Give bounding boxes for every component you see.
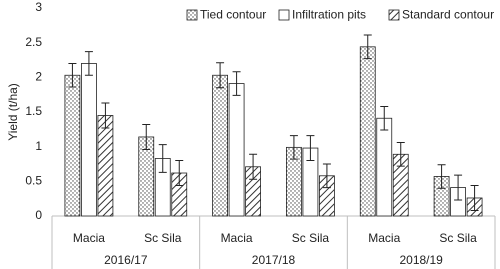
legend-swatch: [186, 9, 198, 21]
y-tick-label: 2: [35, 70, 42, 84]
error-bar: [68, 62, 77, 88]
y-tick-label: 0.5: [25, 174, 42, 188]
error-bar: [380, 105, 389, 131]
x-tick-label: Sc Sila: [439, 231, 477, 245]
bar: [81, 63, 97, 217]
error-bar: [289, 135, 298, 160]
error-bar: [101, 102, 110, 129]
error-bar: [454, 174, 463, 201]
y-tick-label: 2.5: [25, 35, 42, 49]
bar: [64, 74, 81, 217]
group-label: 2016/17: [104, 253, 148, 267]
bar: [97, 115, 114, 217]
error-bar: [175, 160, 184, 186]
error-bar: [232, 71, 241, 96]
error-bar: [84, 51, 93, 76]
legend-label: Tied contour: [200, 8, 266, 22]
x-tick-label: Macia: [368, 231, 400, 245]
bar: [376, 117, 393, 217]
legend-label: Infiltration pits: [292, 8, 366, 22]
y-tick-label: 3: [35, 0, 42, 14]
error-bar: [437, 164, 446, 189]
x-tick-label: Sc Sila: [144, 231, 182, 245]
x-tick-label: Macia: [73, 231, 105, 245]
group-label: 2017/18: [252, 253, 296, 267]
error-bar: [396, 142, 405, 167]
error-bar: [142, 123, 151, 150]
y-tick-label: 1: [35, 139, 42, 153]
bar: [359, 46, 376, 217]
group-label: 2018/19: [399, 253, 443, 267]
y-tick-label: 1.5: [25, 104, 42, 118]
y-tick-label: 0: [35, 208, 42, 222]
x-tick-label: Sc Sila: [292, 231, 330, 245]
legend-label: Standard contour: [402, 8, 494, 22]
error-bar: [306, 135, 315, 162]
bar: [212, 74, 228, 217]
error-bar: [470, 184, 479, 211]
bar: [228, 83, 245, 217]
x-tick-label: Macia: [221, 231, 253, 245]
error-bar: [363, 34, 372, 60]
error-bar: [216, 62, 225, 89]
error-bar: [158, 144, 167, 173]
error-bar: [249, 153, 258, 180]
error-bar: [322, 163, 331, 189]
legend-swatch: [388, 9, 400, 21]
y-axis-title: Yield (t/ha): [6, 83, 20, 141]
legend-swatch: [278, 9, 290, 21]
